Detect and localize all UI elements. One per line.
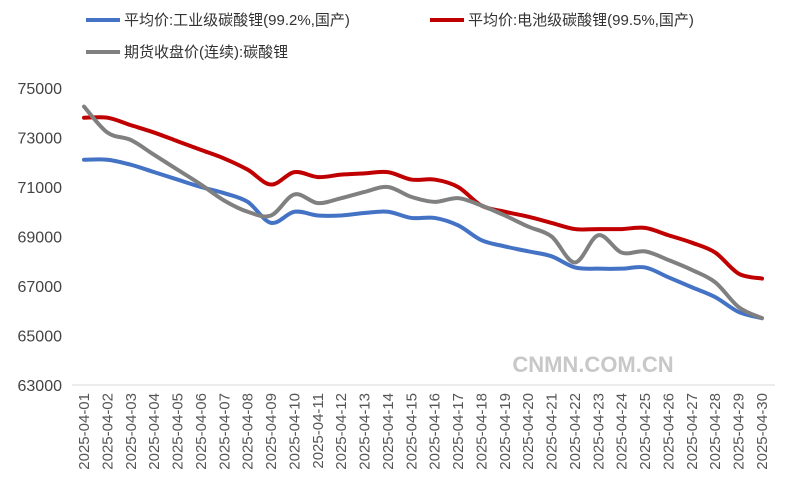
x-tick-label: 2025-04-11	[310, 393, 327, 469]
x-tick-label: 2025-04-26	[660, 393, 677, 470]
x-tick-label: 2025-04-15	[403, 393, 420, 470]
x-tick-label: 2025-04-04	[146, 393, 163, 470]
x-tick-label: 2025-04-10	[286, 393, 303, 470]
x-tick-label: 2025-04-20	[520, 393, 537, 470]
x-axis: 2025-04-01 2025-04-02 2025-04-03 2025-04-04…	[76, 393, 771, 470]
x-tick-label: 2025-04-23	[590, 393, 607, 470]
x-tick-label: 2025-04-12	[333, 393, 350, 470]
series-lines	[84, 106, 762, 318]
legend-label-industrial: 平均价:工业级碳酸锂(99.2%,国产)	[124, 12, 350, 29]
watermark: CNMN.COM.CN	[512, 352, 673, 377]
x-tick-label: 2025-04-01	[76, 393, 93, 470]
x-tick-label: 2025-04-03	[123, 393, 140, 470]
legend-label-futures: 期货收盘价(连续):碳酸锂	[124, 43, 288, 61]
x-tick-label: 2025-04-27	[684, 393, 701, 470]
y-tick-label: 67000	[18, 279, 63, 296]
y-axis: 63000 65000 67000 69000 71000 73000 75000	[18, 81, 63, 395]
x-tick-label: 2025-04-30	[754, 393, 771, 470]
y-tick-label: 71000	[18, 180, 63, 197]
x-tick-label: 2025-04-02	[99, 393, 116, 470]
x-tick-label: 2025-04-29	[731, 393, 748, 470]
y-tick-label: 73000	[18, 131, 63, 148]
x-tick-label: 2025-04-25	[637, 393, 654, 470]
x-tick-label: 2025-04-06	[193, 393, 210, 470]
x-tick-label: 2025-04-18	[473, 393, 490, 470]
x-tick-label: 2025-04-22	[567, 393, 584, 470]
x-tick-label: 2025-04-16	[427, 393, 444, 470]
y-tick-label: 63000	[18, 378, 63, 395]
x-tick-label: 2025-04-14	[380, 393, 397, 470]
x-tick-label: 2025-04-08	[240, 393, 257, 470]
series-line-industrial	[84, 159, 762, 318]
x-tick-label: 2025-04-19	[497, 393, 514, 470]
x-tick-label: 2025-04-24	[614, 393, 631, 470]
y-tick-label: 65000	[18, 329, 63, 346]
x-tick-label: 2025-04-07	[216, 393, 233, 470]
legend-label-battery: 平均价:电池级碳酸锂(99.5%,国产)	[468, 12, 694, 29]
legend-item-battery: 平均价:电池级碳酸锂(99.5%,国产)	[430, 12, 694, 29]
x-tick-label: 2025-04-17	[450, 393, 467, 470]
legend-item-industrial: 平均价:工业级碳酸锂(99.2%,国产)	[86, 12, 350, 29]
legend-item-futures: 期货收盘价(连续):碳酸锂	[86, 43, 288, 61]
x-tick-label: 2025-04-05	[170, 393, 187, 470]
x-tick-label: 2025-04-28	[707, 393, 724, 470]
series-line-futures	[84, 107, 762, 319]
y-tick-label: 69000	[18, 230, 63, 247]
legend: 平均价:工业级碳酸锂(99.2%,国产) 平均价:电池级碳酸锂(99.5%,国产…	[86, 12, 694, 61]
x-tick-label: 2025-04-09	[263, 393, 280, 470]
y-tick-label: 75000	[18, 81, 63, 98]
x-tick-label: 2025-04-21	[544, 393, 561, 470]
x-tick-label: 2025-04-13	[357, 393, 374, 470]
